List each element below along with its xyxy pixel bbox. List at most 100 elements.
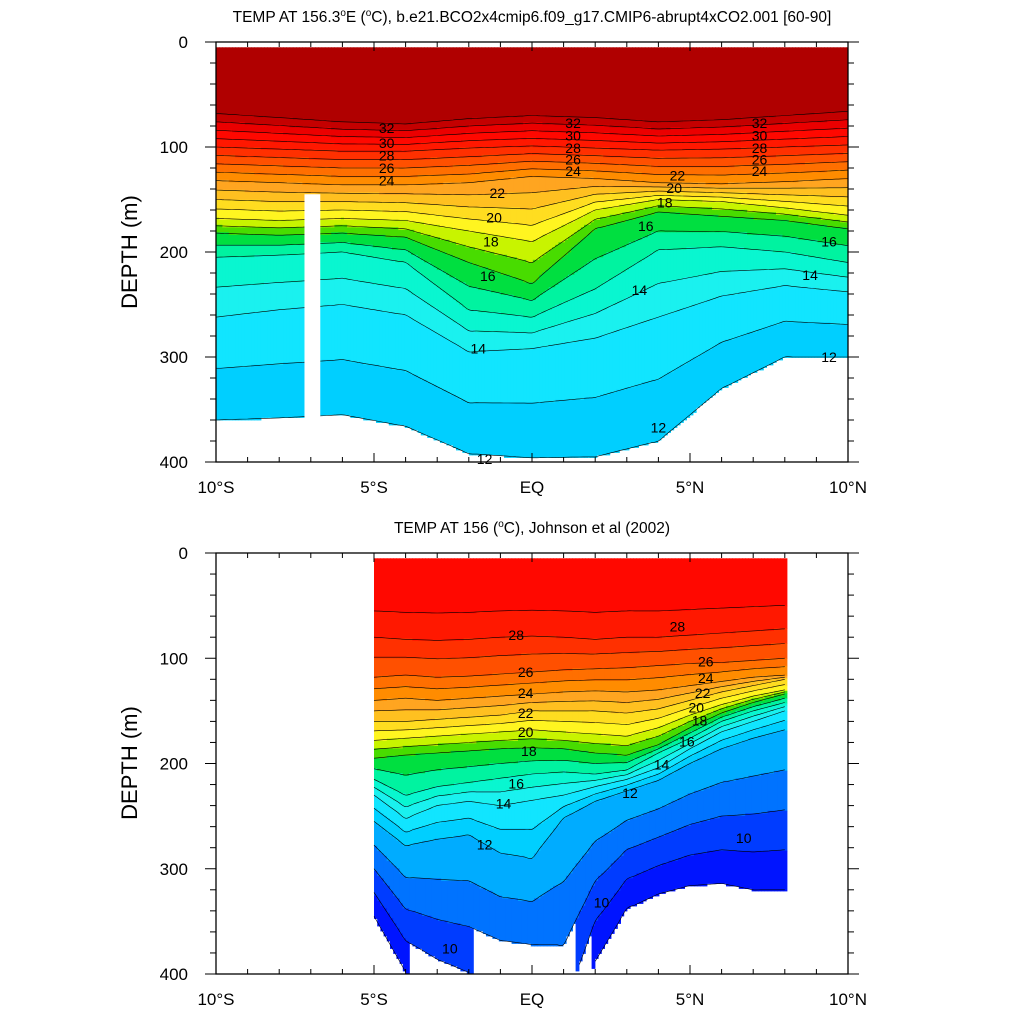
contour-fill-cell (260, 47, 265, 118)
contour-fill-cell (622, 157, 627, 166)
contour-fill-cell (460, 768, 465, 784)
contour-fill-cell (459, 282, 463, 306)
contour-fill-cell (386, 730, 391, 739)
contour-fill-cell (232, 122, 236, 133)
contour-fill-cell (360, 219, 364, 228)
contour-fill-cell (536, 347, 540, 403)
contour-line-17 (216, 230, 848, 301)
contour-fill-cell (228, 147, 233, 156)
contour-fill-cell (414, 202, 419, 213)
contour-fill-cell (412, 613, 417, 642)
contour-fill-cell (436, 214, 441, 226)
contour-fill-cell (648, 234, 652, 256)
contour-fill-cell (801, 254, 806, 273)
contour-fill-cell (383, 658, 388, 677)
contour-fill-cell (353, 219, 358, 228)
contour-fill-cell (441, 718, 445, 729)
contour-fill-cell (580, 294, 585, 318)
contour-fill-cell (641, 289, 646, 323)
contour-fill-cell (696, 207, 700, 216)
contour-fill-cell (817, 242, 822, 258)
contour-fill-cell (383, 785, 388, 794)
contour-fill-cell (846, 152, 848, 163)
contour-fill-cell (376, 309, 380, 366)
contour-fill-cell (465, 47, 470, 121)
contour-fill-cell (283, 244, 287, 256)
contour-fill-cell (428, 798, 433, 809)
contour-fill-cell (417, 47, 422, 123)
contour-fill-cell (568, 252, 572, 276)
contour-fill-cell (827, 212, 831, 221)
contour-fill-cell (270, 174, 275, 183)
contour-fill-cell (248, 244, 252, 258)
contour-fill-cell (251, 147, 255, 158)
contour-fill-cell (395, 262, 399, 288)
contour-fill-cell (648, 164, 652, 176)
contour-fill-cell (580, 147, 585, 156)
contour-fill-cell (402, 818, 407, 832)
contour-fill-cell (457, 658, 461, 677)
contour-fill-cell (712, 232, 716, 248)
contour-fill-cell (334, 232, 339, 243)
contour-fill-cell (705, 167, 710, 176)
contour-fill-cell (497, 207, 502, 223)
contour-fill-cell (456, 47, 460, 121)
contour-fill-cell (718, 297, 723, 343)
contour-fill-cell (824, 179, 828, 188)
contour-fill-cell (635, 134, 639, 143)
contour-fill-cell (395, 177, 399, 186)
contour-fill-cell (641, 192, 646, 198)
contour-line-21 (216, 194, 848, 226)
contour-fill-cell (808, 272, 812, 288)
contour-fill-cell (366, 167, 371, 178)
contour-fill-cell (622, 222, 627, 248)
contour-fill-cell (820, 144, 825, 156)
contour-fill-cell (280, 219, 284, 228)
contour-label: 12 (821, 349, 837, 365)
contour-fill-cell (353, 144, 358, 153)
contour-fill-cell (393, 688, 397, 699)
contour-fill-cell (830, 197, 835, 206)
contour-fill-cell (465, 174, 470, 183)
contour-fill-cell (417, 167, 422, 176)
contour-fill-cell (276, 124, 281, 133)
contour-fill-cell (571, 177, 575, 191)
contour-fill-cell (468, 352, 473, 403)
contour-fill-cell (392, 129, 396, 138)
contour-fill-cell (406, 818, 410, 832)
contour-fill-cell (395, 202, 399, 213)
contour-fill-cell (468, 207, 473, 221)
contour-fill-cell (334, 359, 339, 416)
contour-fill-cell (702, 142, 707, 151)
contour-fill-cell (747, 117, 751, 126)
contour-fill-cell (536, 239, 540, 261)
contour-fill-cell (264, 139, 268, 151)
contour-fill-cell (219, 199, 223, 211)
contour-label: 26 (752, 152, 768, 168)
contour-fill-cell (539, 207, 543, 223)
contour-fill-cell (792, 214, 796, 223)
contour-fill-cell (443, 142, 447, 151)
contour-fill-cell (536, 259, 540, 281)
contour-fill-cell (612, 119, 617, 128)
contour-fill-cell (411, 294, 415, 321)
contour-fill-cell (472, 117, 476, 126)
contour-fill-cell (415, 710, 420, 722)
contour-fill-cell (702, 127, 707, 136)
contour-fill-cell (466, 835, 471, 882)
contour-fill-cell (638, 182, 643, 188)
contour-fill-cell (475, 249, 479, 266)
contour-fill-cell (523, 122, 527, 133)
contour-fill-cell (491, 332, 495, 351)
contour-fill-cell (463, 783, 468, 794)
contour-fill-cell (564, 342, 569, 401)
contour-fill-cell (692, 47, 697, 121)
contour-fill-cell (443, 204, 447, 218)
contour-fill-cell (785, 47, 790, 116)
contour-fill-cell (286, 124, 291, 136)
contour-fill-cell (657, 212, 662, 233)
contour-fill-cell (337, 224, 342, 233)
contour-fill-cell (561, 322, 566, 343)
contour-fill-cell (772, 234, 777, 253)
contour-fill-cell (526, 299, 531, 318)
